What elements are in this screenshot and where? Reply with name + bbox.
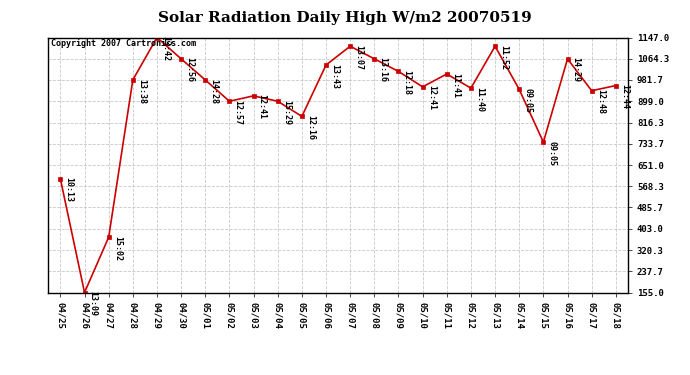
- Text: 14:29: 14:29: [572, 57, 581, 82]
- Text: 12:18: 12:18: [403, 70, 412, 95]
- Text: 11:40: 11:40: [475, 87, 484, 112]
- Text: 15:29: 15:29: [282, 100, 291, 125]
- Text: Solar Radiation Daily High W/m2 20070519: Solar Radiation Daily High W/m2 20070519: [158, 11, 532, 25]
- Text: 09:05: 09:05: [524, 88, 533, 113]
- Text: 12:41: 12:41: [427, 86, 436, 111]
- Text: 10:13: 10:13: [65, 177, 74, 203]
- Text: 13:07: 13:07: [355, 45, 364, 70]
- Text: 14:28: 14:28: [210, 78, 219, 104]
- Text: 13:42: 13:42: [161, 36, 170, 61]
- Text: 12:41: 12:41: [258, 94, 267, 120]
- Text: 09:05: 09:05: [548, 141, 557, 166]
- Text: 12:56: 12:56: [186, 57, 195, 82]
- Text: 13:38: 13:38: [137, 78, 146, 104]
- Text: 15:02: 15:02: [113, 236, 122, 261]
- Text: 13:43: 13:43: [331, 64, 339, 88]
- Text: 12:16: 12:16: [306, 115, 315, 140]
- Text: 11:52: 11:52: [500, 45, 509, 70]
- Text: 12:57: 12:57: [234, 100, 243, 125]
- Text: 12:44: 12:44: [620, 84, 629, 109]
- Text: 13:16: 13:16: [379, 57, 388, 82]
- Text: 12:48: 12:48: [596, 89, 605, 114]
- Text: Copyright 2007 Cartronics.com: Copyright 2007 Cartronics.com: [51, 39, 196, 48]
- Text: 11:41: 11:41: [451, 73, 460, 98]
- Text: 13:09: 13:09: [89, 291, 98, 316]
